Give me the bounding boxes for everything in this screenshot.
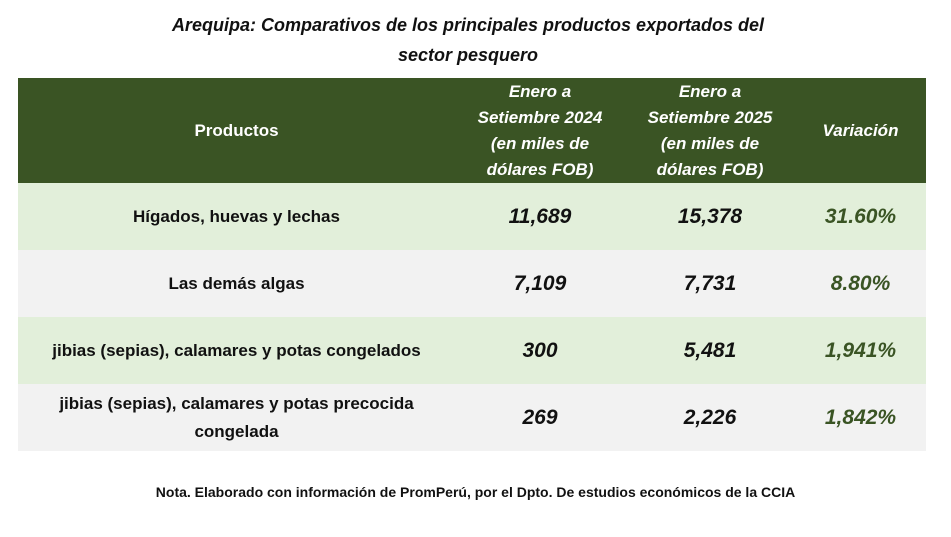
value-2024-cell: 7,109 <box>455 250 625 317</box>
value-2025-cell: 7,731 <box>625 250 795 317</box>
value-2024-cell: 269 <box>455 384 625 451</box>
variation-cell: 31.60% <box>795 183 926 250</box>
header-2024-line: Setiembre 2024 <box>477 107 603 127</box>
header-2025-line: Enero a <box>678 81 742 101</box>
table-title: Arequipa: Comparativos de los principale… <box>0 10 936 70</box>
product-cell: jibias (sepias), calamares y potas preco… <box>18 384 455 451</box>
header-2024-line: (en miles de <box>490 133 590 153</box>
header-variation: Variación <box>795 78 926 183</box>
title-line-2: sector pesquero <box>397 45 539 65</box>
header-2025: Enero a Setiembre 2025 (en miles de dóla… <box>625 78 795 183</box>
title-line-1: Arequipa: Comparativos de los principale… <box>171 15 765 35</box>
value-2025-cell: 2,226 <box>625 384 795 451</box>
product-cell: Hígados, huevas y lechas <box>18 183 455 250</box>
value-2024-cell: 11,689 <box>455 183 625 250</box>
value-2025-cell: 5,481 <box>625 317 795 384</box>
table-row: Las demás algas 7,109 7,731 8.80% <box>18 250 926 317</box>
header-products: Productos <box>18 78 455 183</box>
header-2025-line: (en miles de <box>660 133 760 153</box>
value-2024-cell: 300 <box>455 317 625 384</box>
value-2025-cell: 15,378 <box>625 183 795 250</box>
header-2024-line: dólares FOB) <box>486 159 594 179</box>
header-2025-line: dólares FOB) <box>656 159 764 179</box>
header-2025-line: Setiembre 2025 <box>647 107 773 127</box>
header-2024: Enero a Setiembre 2024 (en miles de dóla… <box>455 78 625 183</box>
table-row: Hígados, huevas y lechas 11,689 15,378 3… <box>18 183 926 250</box>
variation-cell: 1,842% <box>795 384 926 451</box>
table-row: jibias (sepias), calamares y potas conge… <box>18 317 926 384</box>
variation-cell: 8.80% <box>795 250 926 317</box>
header-2024-line: Enero a <box>508 81 572 101</box>
product-cell: jibias (sepias), calamares y potas conge… <box>18 317 455 384</box>
source-note: Nota. Elaborado con información de PromP… <box>155 484 796 500</box>
product-cell: Las demás algas <box>18 250 455 317</box>
exports-table: Productos Enero a Setiembre 2024 (en mil… <box>18 78 926 451</box>
header-row: Productos Enero a Setiembre 2024 (en mil… <box>18 78 926 183</box>
table-row: jibias (sepias), calamares y potas preco… <box>18 384 926 451</box>
variation-cell: 1,941% <box>795 317 926 384</box>
